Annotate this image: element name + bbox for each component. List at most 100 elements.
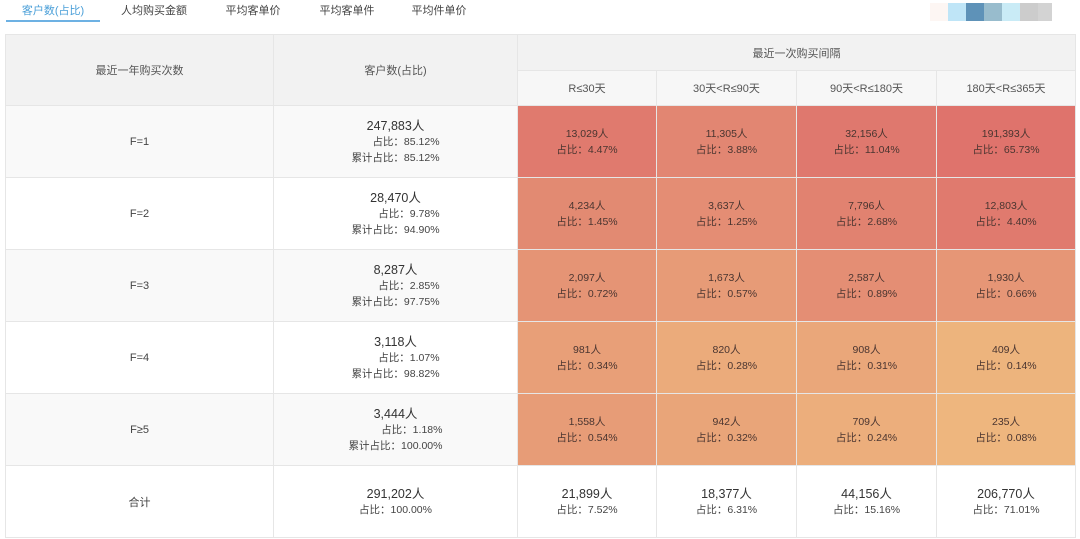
customer-share: 占比：100.00% [359,503,432,516]
tab-avg-items-per-order[interactable]: 平均客单件 [319,5,375,17]
rf-matrix-table: 最近一年购买次数 客户数(占比) 最近一次购买间隔 R≤30天 30天<R≤90… [5,34,1076,538]
customer-share: 占比：2.85% [378,279,440,292]
cell-count: 7,796人 [848,199,885,212]
customer-count: 8,287人 [373,262,418,277]
heatmap-cell: 908人占比：0.31% [796,321,937,394]
recency-total-cell: 21,899人 占比：7.52% [517,465,657,538]
header-recency-group: 最近一次购买间隔 [517,34,1076,71]
cell-share: 占比：0.72% [556,287,618,300]
customer-count-cell: 247,883人 占比：85.12% 累计占比：85.12% [273,105,518,178]
heatmap-cell: 820人占比：0.28% [656,321,797,394]
cell-share: 占比：4.40% [975,215,1037,228]
cell-count: 1,558人 [568,415,606,428]
heatmap-cell: 32,156人 占比：11.04% [796,105,937,178]
customer-cumulative-share: 累计占比：85.12% [351,151,440,164]
tab-avg-order-value[interactable]: 平均客单价 [225,5,281,17]
customer-cumulative-share: 累计占比：94.90% [351,223,440,236]
total-row: 合计 291,202人 占比：100.00% 21,899人 占比：7.52% 18… [5,465,1076,538]
header-recency-90-180: 90天<R≤180天 [796,70,937,106]
heatmap-cell: 191,393人 占比：65.73% [936,105,1076,178]
tab-customer-count[interactable]: 客户数(占比) [6,0,100,22]
color-legend-bar [930,3,1052,21]
legend-swatch [1020,3,1038,21]
cell-share: 占比：0.66% [975,287,1037,300]
recency-total-cell: 206,770人 占比：71.01% [936,465,1076,538]
table-row: F=3 8,287人 占比：2.85% 累计占比：97.75% 2,097人 占比… [5,249,1076,322]
tab-avg-purchase-amount[interactable]: 人均购买金额 [121,5,187,17]
cell-count: 409人 [991,343,1021,356]
tab-avg-item-price[interactable]: 平均件单价 [411,5,467,17]
legend-swatch [984,3,1002,21]
frequency-label: F=2 [5,177,274,250]
cell-share: 占比：0.08% [975,431,1037,444]
cell-share: 占比：15.16% [832,503,901,516]
heatmap-cell: 2,097人 占比：0.72% [517,249,657,322]
cell-share: 占比：0.89% [835,287,898,300]
recency-total-cell: 18,377人 占比：6.31% [656,465,797,538]
cell-share: 占比：0.31% [835,359,898,372]
cell-count: 18,377人 [701,486,752,501]
recency-total-cell: 44,156人 占比：15.16% [796,465,937,538]
metric-tabs: 客户数(占比) 人均购买金额 平均客单价 平均客单件 平均件单价 [0,0,1080,22]
customer-count: 3,118人 [374,334,417,349]
cell-count: 11,305人 [705,127,748,140]
cell-count: 13,029人 [565,127,609,140]
frequency-label: F=4 [5,321,274,394]
customer-count-cell: 28,470人 占比：9.78% 累计占比：94.90% [273,177,518,250]
cell-count: 820人 [712,343,741,356]
cell-count: 942人 [712,415,741,428]
heatmap-cell: 1,558人 占比：0.54% [517,393,657,466]
table-row: F≥5 3,444人 占比：1.18% 累计占比：100.00% 1,558人占… [5,393,1076,466]
customer-share: 占比：85.12% [372,135,440,148]
frequency-label: F=3 [5,249,274,322]
cell-share: 占比：0.34% [556,359,618,372]
heatmap-cell: 1,673人 占比：0.57% [656,249,797,322]
legend-swatch [930,3,948,21]
cell-share: 占比：0.28% [695,359,758,372]
cell-share: 占比：1.45% [556,215,618,228]
customer-count: 247,883人 [366,118,425,133]
cell-count: 1,930人 [987,271,1025,284]
frequency-label: F=1 [5,105,274,178]
heatmap-cell: 3,637人 占比：1.25% [656,177,797,250]
customer-count: 28,470人 [370,190,421,205]
cell-count: 1,673人 [708,271,745,284]
customer-count-cell: 3,118人 占比：1.07% 累计占比：98.82% [273,321,518,394]
header-recency-30-90: 30天<R≤90天 [656,70,797,106]
heatmap-cell: 11,305人 占比：3.88% [656,105,797,178]
heatmap-cell: 12,803人 占比：4.40% [936,177,1076,250]
cell-share: 占比：1.25% [695,215,758,228]
table-row: F=4 3,118人 占比：1.07% 累计占比：98.82% 981人占比：0… [5,321,1076,394]
cell-count: 12,803人 [984,199,1028,212]
heatmap-cell: 709人 占比：0.24% [796,393,937,466]
cell-count: 2,097人 [568,271,606,284]
cell-count: 206,770人 [977,486,1035,501]
cell-share: 占比：0.54% [556,431,618,444]
cell-share: 占比：11.04% [833,143,900,156]
cell-share: 占比：0.57% [695,287,758,300]
header-frequency: 最近一年购买次数 [5,34,274,106]
cell-count: 981人 [572,343,602,356]
customer-count-cell: 8,287人 占比：2.85% 累计占比：97.75% [273,249,518,322]
customer-share: 占比：1.07% [378,351,440,364]
cell-count: 32,156人 [845,127,888,140]
cell-count: 3,637人 [708,199,745,212]
customer-count-cell: 3,444人 占比：1.18% 累计占比：100.00% [273,393,518,466]
frequency-label: 合计 [5,465,274,538]
legend-swatch [948,3,966,21]
customer-count: 291,202人 [366,486,425,501]
cell-share: 占比：2.68% [835,215,898,228]
customer-share: 占比：1.18% [381,423,443,436]
header-recency-180-365: 180天<R≤365天 [936,70,1076,106]
heatmap-cell: 981人占比：0.34% [517,321,657,394]
cell-count: 908人 [852,343,881,356]
cell-count: 44,156人 [841,486,892,501]
heatmap-cell: 235人 占比：0.08% [936,393,1076,466]
legend-swatch [1002,3,1020,21]
cell-share: 占比：0.24% [835,431,898,444]
table-row: F=2 28,470人 占比：9.78% 累计占比：94.90% 4,234人占… [5,177,1076,250]
cell-share: 占比：0.14% [975,359,1037,372]
heatmap-cell: 1,930人 占比：0.66% [936,249,1076,322]
legend-swatch [966,3,984,21]
legend-swatch [1038,3,1052,21]
